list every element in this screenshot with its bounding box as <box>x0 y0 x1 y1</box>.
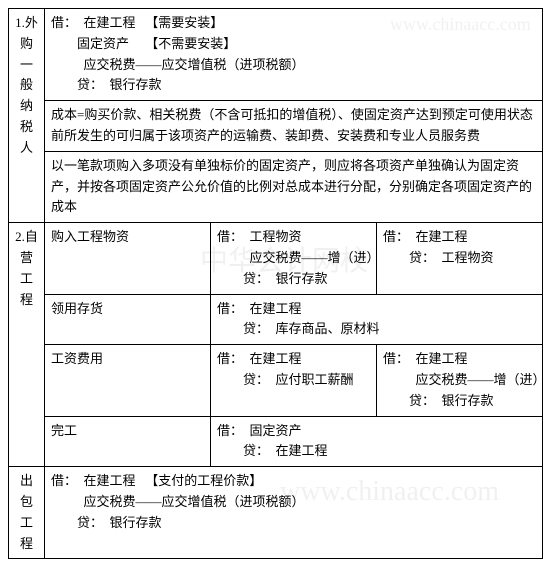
row1-line1a: 借： 在建工程 <box>51 15 145 30</box>
row2-category: 2.自营工程 <box>9 223 45 467</box>
row2-sub4-label: 完工 <box>45 416 211 467</box>
row3-l3: 贷： 银行存款 <box>51 513 536 534</box>
row2-sub1-text: 购入工程物资 <box>51 229 129 244</box>
row1-note2-cell: 以一笔款项购入多项没有单独标价的固定资产，则应将各项资产单独确认为固定资产，并按… <box>45 151 543 222</box>
row2-sub2-text: 领用存货 <box>51 301 103 316</box>
row1-line2a: 固定资产 <box>51 36 145 51</box>
row3-l1a: 借： 在建工程 <box>51 473 145 488</box>
r2s1l1: 借： 工程物资 <box>217 227 370 248</box>
row2-sub3-right-cell: 借： 在建工程 应交税费——增（进） 贷： 银行存款 <box>377 345 543 416</box>
row1-category-text: 1.外购一般纳税人 <box>15 15 38 155</box>
row1-line1: 借： 在建工程 【需要安装】 <box>51 13 536 34</box>
row1-note2-text: 以一笔款项购入多项没有单独标价的固定资产，则应将各项资产单独确认为固定资产，并按… <box>51 158 532 215</box>
r2s3r2: 应交税费——增（进） <box>383 370 536 391</box>
row3-line1: 借： 在建工程 【支付的工程价款】 <box>51 471 536 492</box>
r2s4l2: 贷： 在建工程 <box>217 441 536 462</box>
row1-line4: 贷： 银行存款 <box>51 75 536 96</box>
row2-sub3-text: 工资费用 <box>51 351 103 366</box>
row3-l2: 应交税费——应交增值税（进项税额） <box>51 492 536 513</box>
row3-category-text: 出包工程 <box>20 473 33 550</box>
row1-entry-cell: 借： 在建工程 【需要安装】 固定资产 【不需要安装】 应交税费——应交增值税（… <box>45 9 543 101</box>
row1-category: 1.外购一般纳税人 <box>9 9 45 223</box>
row1-line2: 固定资产 【不需要安装】 <box>51 34 536 55</box>
row2-sub4-text: 完工 <box>51 423 77 438</box>
row2-sub3-left-cell: 借： 在建工程 贷： 应付职工薪酬 <box>211 345 377 416</box>
row2-sub2-label: 领用存货 <box>45 294 211 345</box>
row1-line1b: 【需要安装】 <box>145 15 223 30</box>
r2s1l3: 贷： 银行存款 <box>217 269 370 290</box>
row2-sub1-right-cell: 借： 在建工程 贷： 工程物资 <box>377 223 543 294</box>
r2s1r1: 借： 在建工程 <box>383 227 536 248</box>
r2s3l1: 借： 在建工程 <box>217 349 370 370</box>
row2-sub3-label: 工资费用 <box>45 345 211 416</box>
row2-sub1-left-cell: 借： 工程物资 应交税费——增（进） 贷： 银行存款 <box>211 223 377 294</box>
row1-note1-text: 成本=购买价款、相关税费（不含可抵扣的增值税）、使固定资产达到预定可使用状态前所… <box>51 107 533 143</box>
row1-note1-cell: 成本=购买价款、相关税费（不含可抵扣的增值税）、使固定资产达到预定可使用状态前所… <box>45 101 543 152</box>
r2s4l1: 借： 固定资产 <box>217 421 536 442</box>
row2-category-text: 2.自营工程 <box>15 229 38 306</box>
row1-line3: 应交税费——应交增值税（进项税额） <box>51 55 536 76</box>
r2s3r1: 借： 在建工程 <box>383 349 536 370</box>
r2s2l2: 贷： 库存商品、原材料 <box>217 319 536 340</box>
row3-category: 出包工程 <box>9 467 45 559</box>
accounting-entries-table: 1.外购一般纳税人 借： 在建工程 【需要安装】 固定资产 【不需要安装】 应交… <box>8 8 543 559</box>
row3-l1b: 【支付的工程价款】 <box>145 473 262 488</box>
r2s3l2: 贷： 应付职工薪酬 <box>217 370 370 391</box>
r2s1l2: 应交税费——增（进） <box>217 248 370 269</box>
row2-sub2-cell: 借： 在建工程 贷： 库存商品、原材料 <box>211 294 543 345</box>
row3-entry-cell: 借： 在建工程 【支付的工程价款】 应交税费——应交增值税（进项税额） 贷： 银… <box>45 467 543 559</box>
row1-line2b: 【不需要安装】 <box>145 36 236 51</box>
r2s2l1: 借： 在建工程 <box>217 299 536 320</box>
r2s1r2: 贷： 工程物资 <box>383 248 536 269</box>
row2-sub1-label: 购入工程物资 <box>45 223 211 294</box>
r2s3r3: 贷： 银行存款 <box>383 391 536 412</box>
row2-sub4-cell: 借： 固定资产 贷： 在建工程 <box>211 416 543 467</box>
